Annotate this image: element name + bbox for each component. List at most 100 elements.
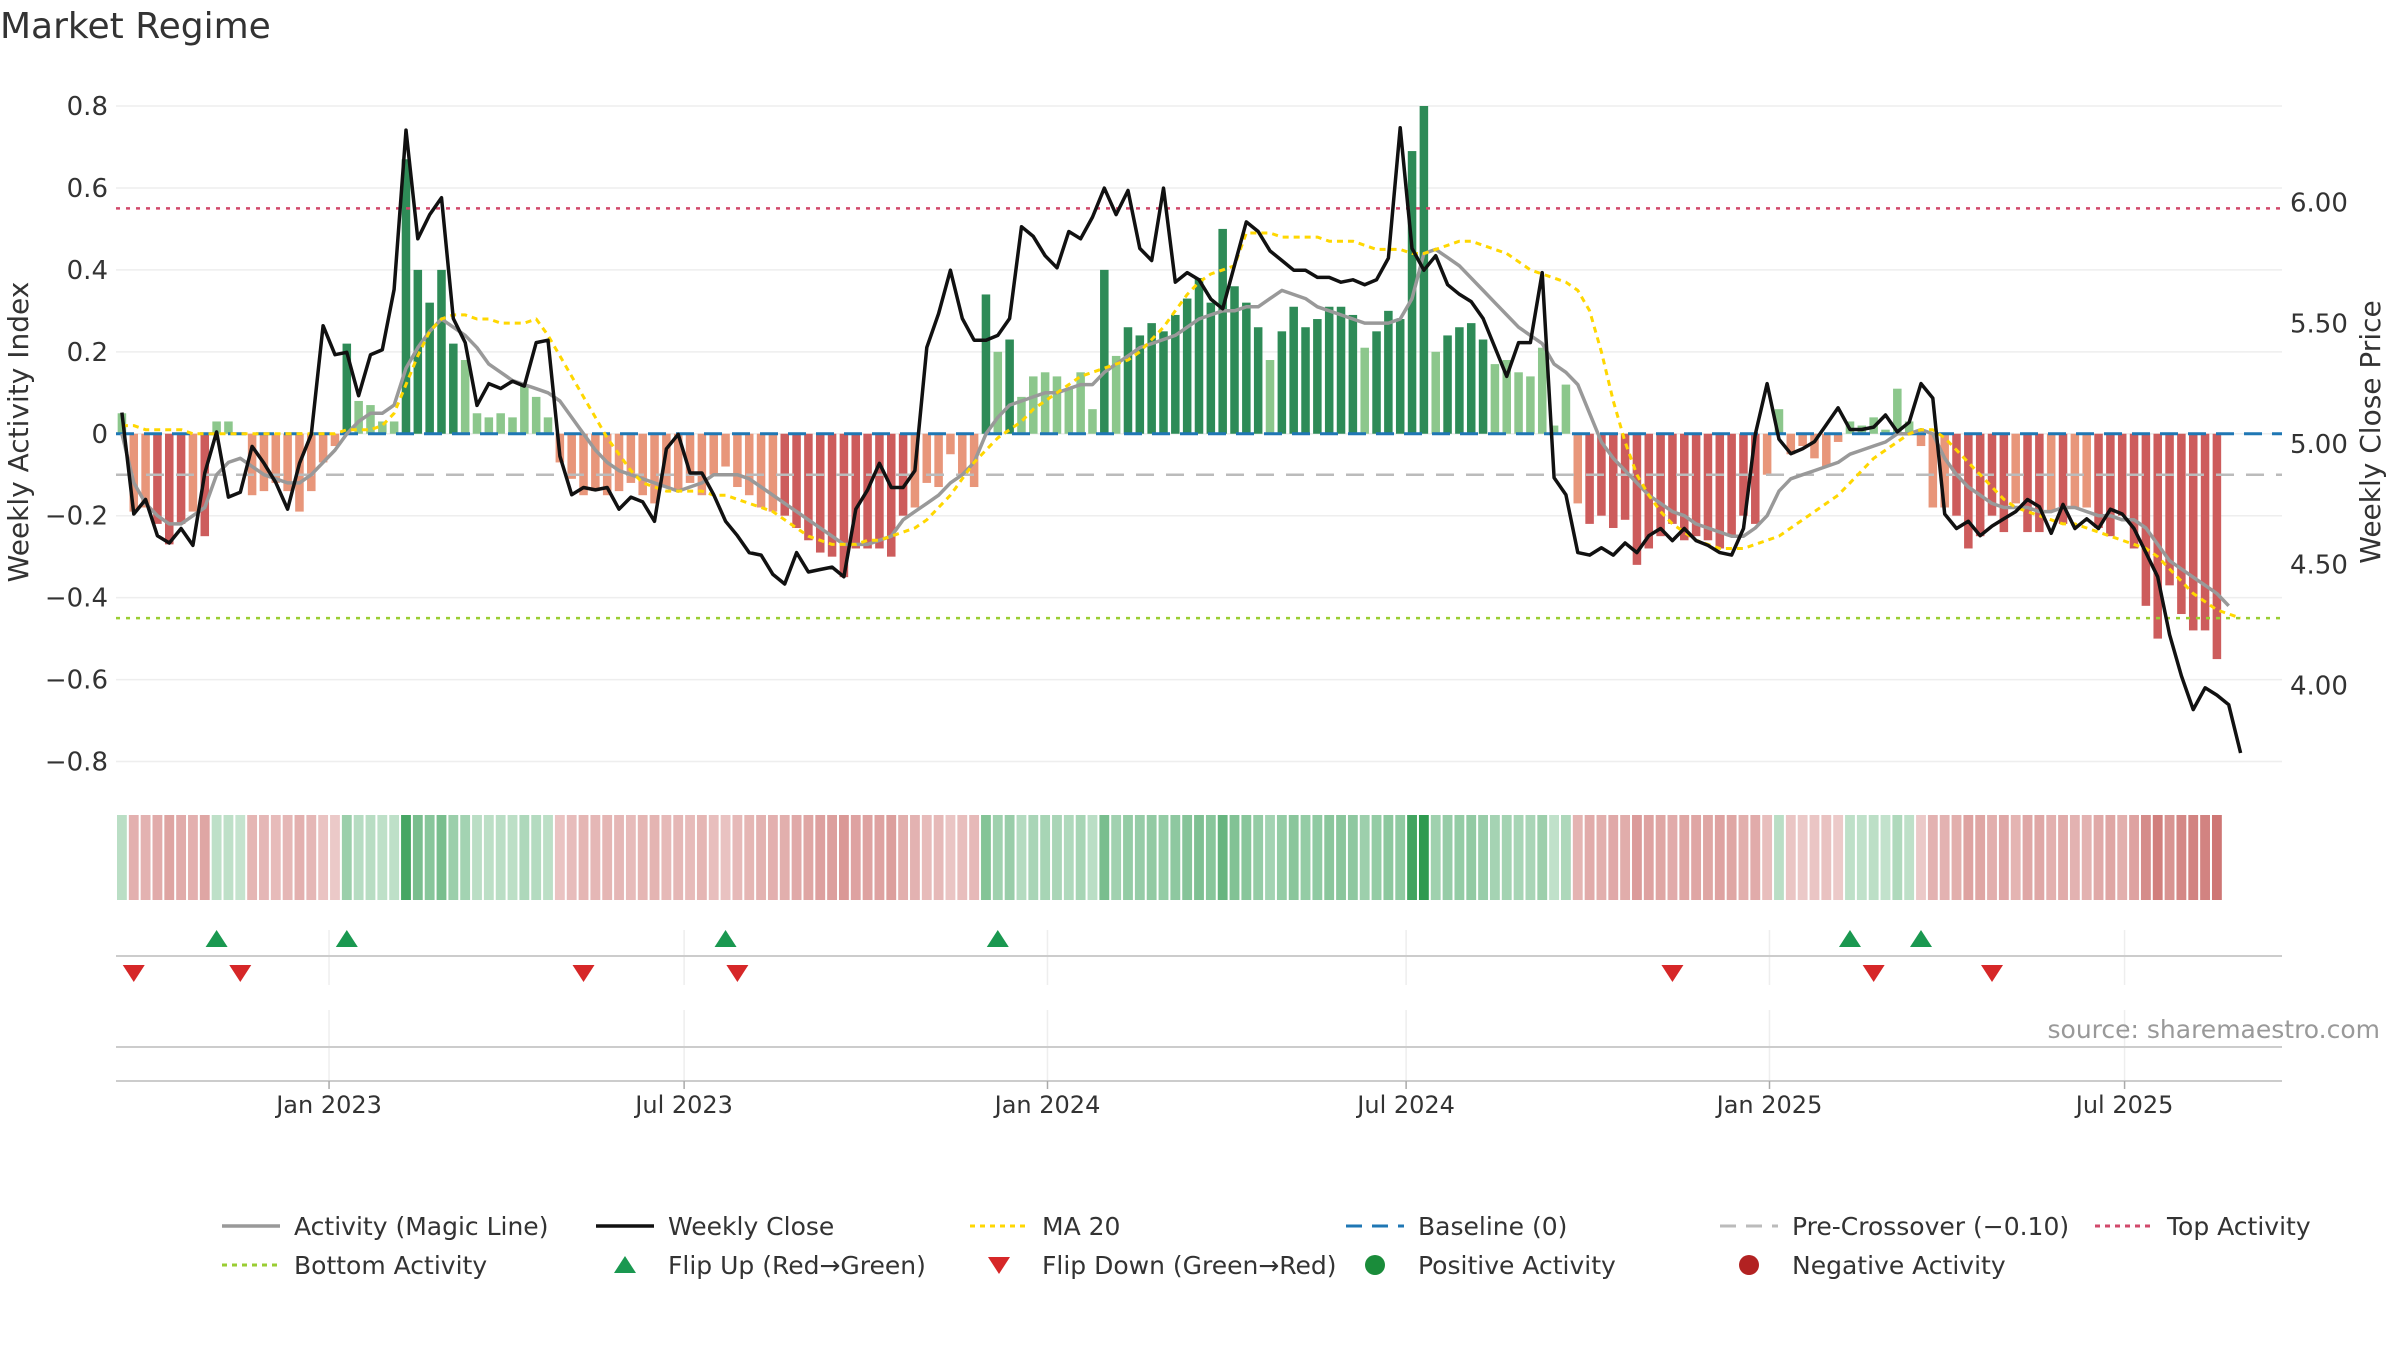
activity-bar — [141, 433, 150, 508]
regime-cell — [2211, 815, 2222, 900]
regime-cell — [519, 815, 530, 900]
activity-bar — [1715, 433, 1725, 549]
activity-bar — [1017, 396, 1026, 434]
activity-bar — [733, 433, 742, 488]
regime-cell — [1146, 815, 1157, 900]
regime-cell — [2081, 815, 2092, 900]
regime-cell — [1099, 815, 1110, 900]
activity-bar — [1916, 433, 1926, 447]
regime-cell — [1123, 815, 1133, 900]
regime-cell — [1726, 815, 1737, 900]
activity-bar — [2058, 433, 2068, 524]
regime-cell — [981, 815, 991, 900]
left-tick-label: −0.4 — [45, 584, 108, 614]
right-tick-label: 5.50 — [2290, 309, 2348, 339]
regime-cell — [1987, 815, 1997, 900]
activity-bar — [1313, 319, 1322, 434]
regime-cell — [1395, 815, 1406, 900]
regime-cell — [1407, 815, 1417, 900]
activity-bar — [200, 433, 210, 537]
activity-bar — [1123, 327, 1133, 434]
regime-cell — [602, 815, 613, 900]
activity-bar — [875, 433, 884, 549]
regime-cell — [1975, 815, 1986, 900]
legend-item-top: Top Activity — [2095, 1212, 2311, 1241]
activity-bar — [934, 433, 943, 488]
activity-bar — [614, 433, 624, 492]
activity-bar — [591, 433, 600, 492]
activity-bar — [1881, 429, 1890, 434]
activity-bar — [1751, 433, 1760, 524]
regime-cell — [1584, 815, 1595, 900]
regime-cell — [1276, 815, 1287, 900]
activity-bar — [1100, 269, 1109, 434]
regime-cell — [649, 815, 660, 900]
activity-bar — [567, 433, 576, 479]
activity-bar — [756, 433, 766, 508]
activity-bar — [2188, 433, 2198, 631]
regime-cell — [2188, 815, 2199, 900]
regime-cell — [460, 815, 471, 900]
regime-cell — [1229, 815, 1240, 900]
activity-bar — [2165, 433, 2174, 586]
regime-cell — [270, 815, 281, 900]
regime-cell — [1300, 815, 1311, 900]
regime-cell — [957, 815, 968, 900]
regime-cell — [696, 815, 707, 900]
activity-bar — [922, 433, 932, 483]
activity-bar — [129, 433, 139, 512]
regime-cell — [353, 815, 364, 900]
regime-cell — [259, 815, 269, 900]
left-tick-label: 0.4 — [67, 256, 108, 286]
activity-bar — [1171, 314, 1180, 434]
regime-cell — [1040, 815, 1051, 900]
regime-cell — [2058, 815, 2068, 900]
activity-bar — [1029, 376, 1038, 434]
activity-bar — [165, 433, 174, 545]
activity-bar — [1194, 278, 1204, 434]
regime-cell — [992, 815, 1003, 900]
flip-down-marker — [572, 965, 595, 982]
regime-cell — [566, 815, 577, 900]
activity-bar — [1230, 286, 1239, 434]
activity-bar — [1478, 339, 1488, 434]
regime-cell — [839, 815, 849, 900]
activity-bar — [1893, 388, 1902, 434]
activity-bar — [295, 433, 304, 512]
activity-bar — [1277, 331, 1287, 434]
regime-cell — [2022, 815, 2033, 900]
activity-bar — [650, 433, 659, 504]
regime-cell — [223, 815, 234, 900]
x-tick-label: Jan 2025 — [1715, 1091, 1823, 1119]
regime-cell — [661, 815, 672, 900]
activity-bar — [1833, 433, 1843, 442]
regime-cell — [791, 815, 802, 900]
activity-bar — [709, 433, 718, 475]
activity-bar — [2023, 433, 2032, 533]
regime-cell — [412, 815, 423, 900]
activity-bar — [1431, 351, 1440, 434]
regime-cell — [1513, 815, 1524, 900]
activity-bar — [1964, 433, 1973, 549]
regime-cell — [1845, 815, 1855, 900]
activity-bar — [1573, 433, 1583, 504]
regime-cell — [1134, 815, 1145, 900]
legend-swatch — [988, 1257, 1010, 1274]
legend-label: Activity (Magic Line) — [294, 1212, 548, 1241]
regime-cell — [1691, 815, 1702, 900]
regime-cell — [898, 815, 909, 900]
regime-cell — [1347, 815, 1358, 900]
activity-bar — [1786, 433, 1796, 455]
regime-cell — [1679, 815, 1690, 900]
regime-cell — [436, 815, 447, 900]
regime-cell — [1797, 815, 1808, 900]
activity-bar — [1443, 335, 1452, 434]
legend-swatch — [1739, 1255, 1759, 1275]
legend-item-pos_dot: Positive Activity — [1365, 1251, 1616, 1280]
right-tick-label: 6.00 — [2290, 189, 2348, 219]
regime-cell — [365, 815, 376, 900]
regime-cell — [2069, 815, 2080, 900]
regime-cell — [1963, 815, 1974, 900]
activity-bar — [851, 433, 861, 549]
regime-cell — [472, 815, 482, 900]
